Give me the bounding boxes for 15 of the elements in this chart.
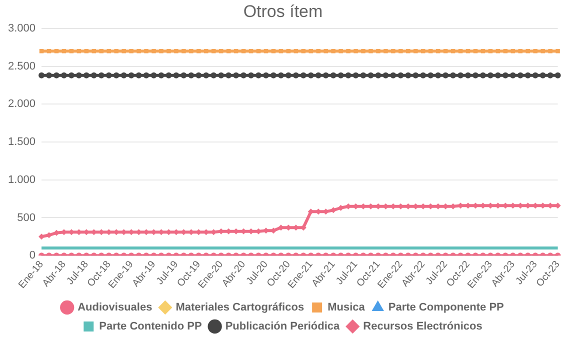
y-tick-label: 500 (17, 212, 36, 224)
legend-label: Recursos Electrónicos (363, 320, 482, 333)
y-tick-label: 0 (29, 250, 36, 262)
legend-label: Parte Componente PP (388, 302, 504, 314)
y-tick-label: 2.500 (8, 60, 36, 72)
legend-label: Materiales Cartográficos (176, 302, 304, 314)
y-tick-label: 2.000 (8, 98, 36, 110)
y-tick-label: 3.000 (8, 22, 36, 34)
legend-label: Parte Contenido PP (99, 320, 202, 333)
legend-label: Audiovisuales (78, 302, 152, 314)
y-tick-label: 1.500 (8, 136, 36, 148)
legend-label: Publicación Periódica (225, 320, 341, 333)
y-tick-label: 1.000 (8, 174, 36, 186)
chart-title: Otros ítem (243, 2, 323, 21)
legend-label: Musica (328, 302, 366, 314)
